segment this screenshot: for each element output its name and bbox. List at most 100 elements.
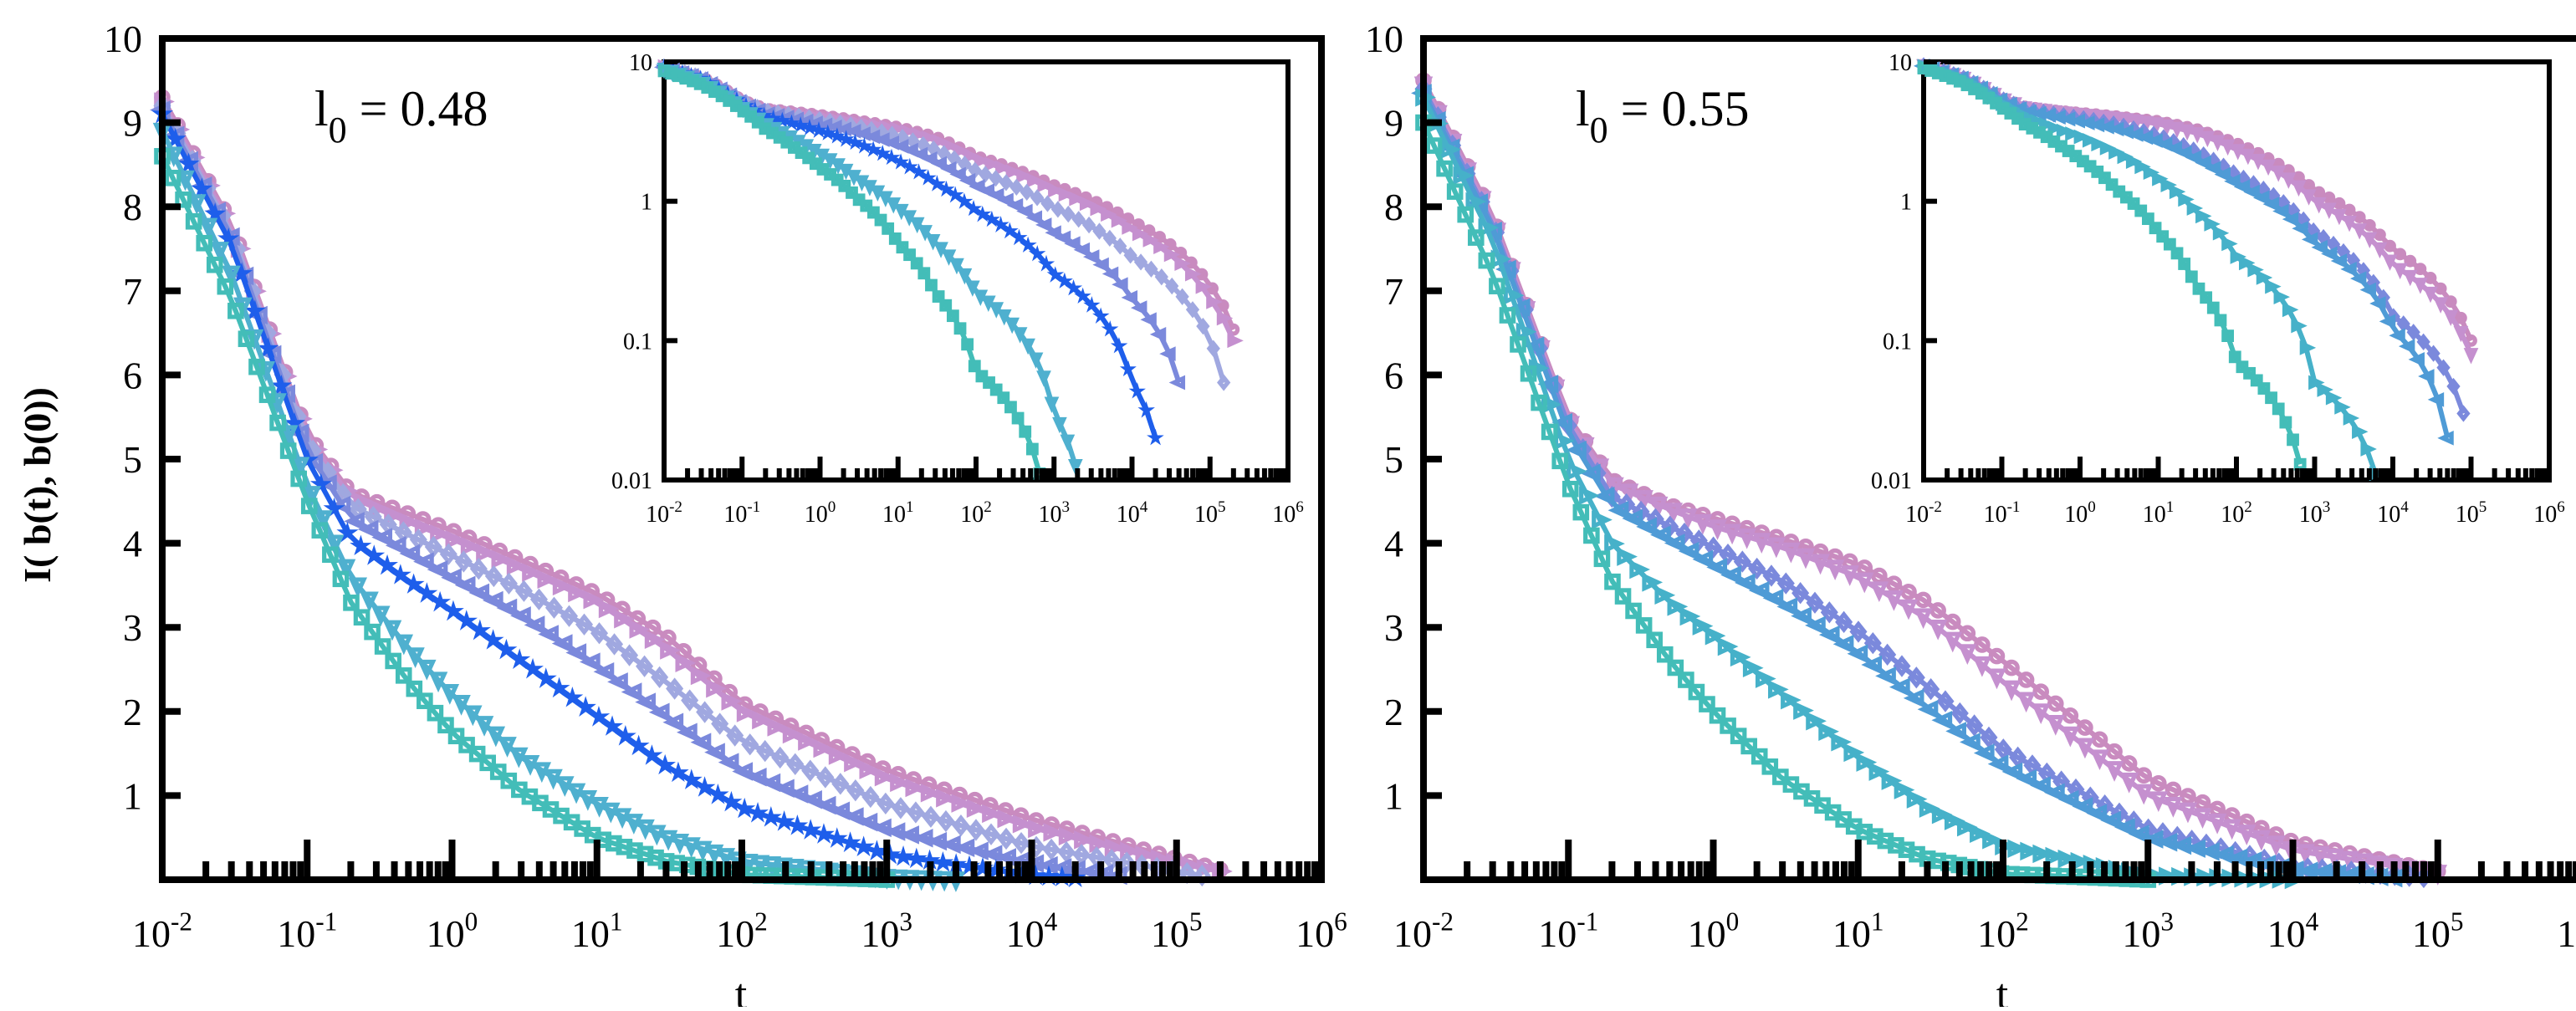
data-point-square-22	[385, 652, 401, 670]
inset-series-group	[1913, 57, 2479, 482]
data-point-triangle-right-21	[1679, 606, 1701, 626]
data-point-triangle-right-22	[491, 549, 513, 569]
inset-data-point-square-25	[2098, 171, 2111, 185]
data-point-square-24	[406, 680, 423, 697]
inset-data-point-triangle-left-27	[2175, 145, 2192, 161]
inset-data-point-square-43	[968, 360, 981, 373]
inset-data-point-triangle-right-48	[1163, 247, 1181, 263]
inset-y-tick-label: 1	[641, 190, 652, 216]
series-markers-triangle-left	[150, 100, 1127, 886]
data-point-triangle-right-40	[767, 717, 789, 737]
data-point-square-14	[300, 498, 318, 514]
inset-data-point-star-53	[1137, 401, 1155, 418]
data-point-triangle-left-48	[815, 795, 836, 815]
inset-y-tick-label: 10	[1889, 50, 1912, 76]
y-tick-label: 4	[1384, 523, 1403, 565]
inset-data-point-triangle-down-22	[2139, 115, 2154, 133]
data-point-triangle-left-33	[607, 672, 628, 692]
inset-data-point-triangle-left-22	[2127, 127, 2144, 142]
data-point-star-48	[786, 814, 809, 835]
inset-data-point-triangle-right-53	[1216, 310, 1234, 326]
inset-data-point-triangle-down-45	[2372, 242, 2388, 259]
x-tick-label: 10-1	[277, 907, 337, 955]
data-point-triangle-left-28	[1805, 615, 1826, 636]
data-point-triangle-down-46	[2090, 749, 2109, 771]
inset-data-point-star-36	[983, 210, 1000, 227]
data-point-diamond-27	[1806, 591, 1824, 614]
data-point-triangle-down-22	[406, 647, 425, 668]
inset-data-point-square-51	[2287, 433, 2299, 447]
inset-data-point-triangle-left-53	[1159, 346, 1176, 361]
data-point-star-44	[733, 797, 756, 819]
data-point-star-7	[243, 299, 266, 321]
data-point-triangle-left-55	[912, 828, 933, 848]
y-axis: 1 2 3 4 5 6 7 8 9 10	[1365, 18, 1442, 817]
inset-data-point-triangle-left-29	[930, 156, 948, 171]
data-point-square-8	[1499, 307, 1516, 324]
inset-data-point-triangle-down-51	[1060, 434, 1076, 452]
data-point-star-21	[429, 590, 452, 612]
inset-data-point-triangle-right-36	[2230, 249, 2247, 264]
data-point-circle-58	[2267, 826, 2285, 843]
inset-data-point-triangle-left-46	[2359, 282, 2376, 298]
y-tick-label: 5	[1384, 438, 1403, 481]
data-point-triangle-left-59	[2241, 851, 2262, 871]
inset-data-point-square-35	[2170, 247, 2184, 260]
data-point-triangle-left-23	[468, 583, 490, 603]
data-point-diamond-30	[606, 633, 624, 656]
inset-data-point-circle-46	[1142, 224, 1156, 237]
inset-data-point-diamond-49	[2406, 324, 2420, 341]
data-point-triangle-left-38	[1945, 722, 1966, 741]
data-point-triangle-down-24	[428, 671, 448, 693]
data-point-diamond-57	[1012, 831, 1030, 855]
inset-data-point-triangle-down-50	[1052, 416, 1067, 434]
inset-data-point-triangle-down-46	[1020, 338, 1035, 355]
data-point-triangle-down-58	[2267, 835, 2286, 857]
data-point-triangle-right-41	[782, 724, 804, 744]
data-point-triangle-right-35	[690, 666, 712, 686]
data-point-triangle-down-60	[2296, 844, 2315, 865]
inset-data-point-diamond-38	[1050, 201, 1066, 218]
inset-data-point-triangle-right-29	[2169, 184, 2186, 200]
data-point-triangle-down-30	[498, 737, 517, 758]
data-point-triangle-left-40	[704, 743, 725, 762]
data-point-triangle-down-55	[2222, 819, 2241, 840]
inset-data-point-square-33	[2156, 230, 2170, 243]
inset-data-point-square-36	[2178, 258, 2191, 270]
data-point-diamond-46	[846, 779, 865, 802]
data-point-triangle-right-15	[1604, 534, 1625, 554]
inset-data-point-square-28	[2120, 191, 2133, 204]
inset-data-point-triangle-left-24	[2146, 133, 2163, 148]
data-point-triangle-right-58	[1043, 823, 1065, 842]
data-point-triangle-left-52	[2142, 830, 2164, 849]
inset-data-point-triangle-left-39	[2292, 221, 2308, 237]
data-point-triangle-down-29	[1840, 565, 1859, 586]
data-point-star-37	[641, 744, 663, 765]
data-point-diamond-39	[741, 733, 759, 756]
inset-data-point-triangle-right-23	[2117, 149, 2134, 165]
inset-data-point-star-33	[955, 192, 974, 209]
inset-data-point-triangle-left-23	[2136, 130, 2154, 146]
data-point-star-36	[627, 734, 650, 756]
inset-data-point-triangle-right-46	[2317, 382, 2333, 397]
inset-data-point-triangle-left-34	[978, 183, 995, 198]
inset-y-axis: 0.01 0.1 1 10	[611, 50, 677, 494]
data-point-triangle-left-58	[2226, 848, 2248, 868]
inset-data-point-square-46	[2250, 374, 2263, 387]
inset-data-point-square-44	[2236, 360, 2249, 374]
data-point-triangle-left-45	[2043, 783, 2065, 802]
inset-data-point-triangle-right-44	[2299, 340, 2317, 355]
data-point-diamond-55	[982, 823, 1000, 845]
inset-data-point-triangle-down-35	[2271, 166, 2287, 182]
data-point-diamond-27	[560, 605, 579, 627]
data-point-diamond-43	[801, 759, 820, 782]
data-point-triangle-right-60	[1074, 830, 1095, 850]
data-point-triangle-left-23	[1734, 573, 1756, 593]
data-point-triangle-down-26	[452, 694, 471, 716]
data-point-triangle-left-10	[1551, 412, 1573, 432]
data-point-star-42	[707, 784, 729, 804]
data-point-triangle-left-61	[995, 848, 1016, 867]
inset-data-point-triangle-down-31	[902, 210, 917, 227]
data-point-triangle-down-14	[1619, 483, 1639, 505]
data-point-star-31	[561, 687, 584, 707]
